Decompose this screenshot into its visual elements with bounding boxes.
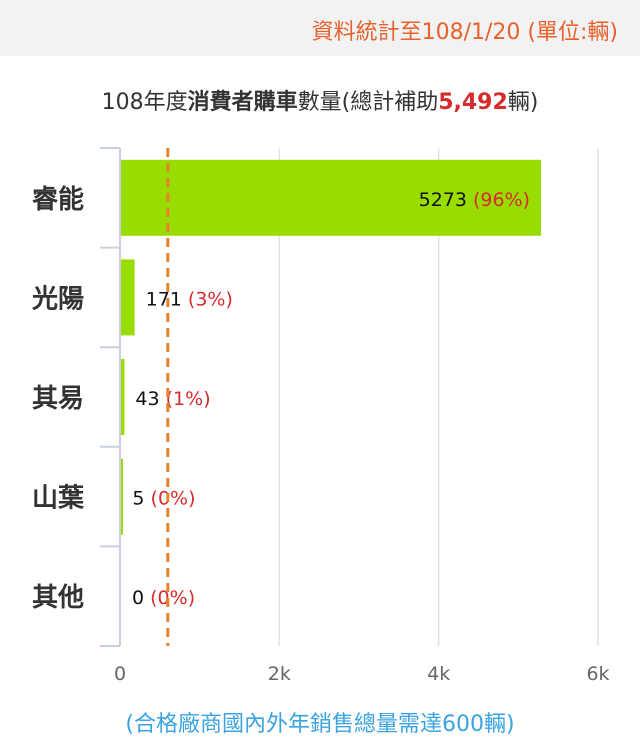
x-tick-label: 0 xyxy=(114,663,126,685)
percent-label: (0%) xyxy=(150,587,195,609)
percent-label: (3%) xyxy=(188,288,233,310)
category-label: 睿能 xyxy=(32,184,84,215)
title-prefix: 108年度 xyxy=(101,90,188,115)
percent-label: (0%) xyxy=(151,488,196,510)
chart-title: 108年度消費者購車數量(總計補助5,492輛) xyxy=(0,84,640,116)
category-label: 山葉 xyxy=(32,484,85,514)
category-label: 其易 xyxy=(32,384,84,414)
data-date-note: 資料統計至108/1/20 (單位:輛) xyxy=(311,20,618,45)
category-label: 光陽 xyxy=(31,284,84,314)
value-label: 43 xyxy=(135,388,165,410)
category-label: 其他 xyxy=(32,583,84,613)
title-middle: 數量(總計補助 xyxy=(297,90,439,115)
data-label: 171 (3%) xyxy=(146,288,233,310)
title-total: 5,492 xyxy=(438,90,508,115)
bar-chart: 睿能 5273 (96%) 光陽 171 (3%) 其易 43 (1%) 山葉 5 (0%) 其… xyxy=(31,147,610,685)
x-tick-label: 4k xyxy=(427,663,450,685)
percent-label: (1%) xyxy=(166,388,211,410)
x-tick-label: 2k xyxy=(268,663,291,685)
data-label: 5 (0%) xyxy=(132,488,195,510)
bar xyxy=(121,159,542,236)
footnote: (合格廠商國內外年銷售總量需達600輛) xyxy=(125,712,515,737)
top-banner: 資料統計至108/1/20 (單位:輛) xyxy=(0,0,640,56)
value-label: 0 xyxy=(132,587,150,609)
data-label: 5273 (96%) xyxy=(419,189,530,211)
bar xyxy=(121,359,125,435)
title-bold: 消費者購車 xyxy=(187,90,298,115)
data-label: 43 (1%) xyxy=(135,388,210,410)
value-label: 5273 xyxy=(419,189,473,211)
value-label: 5 xyxy=(132,488,150,510)
bar xyxy=(121,458,123,535)
bar xyxy=(121,259,135,336)
percent-label: (96%) xyxy=(473,189,530,211)
title-suffix: 輛) xyxy=(507,90,539,115)
x-tick-label: 6k xyxy=(586,663,609,685)
data-label: 0 (0%) xyxy=(132,587,195,609)
